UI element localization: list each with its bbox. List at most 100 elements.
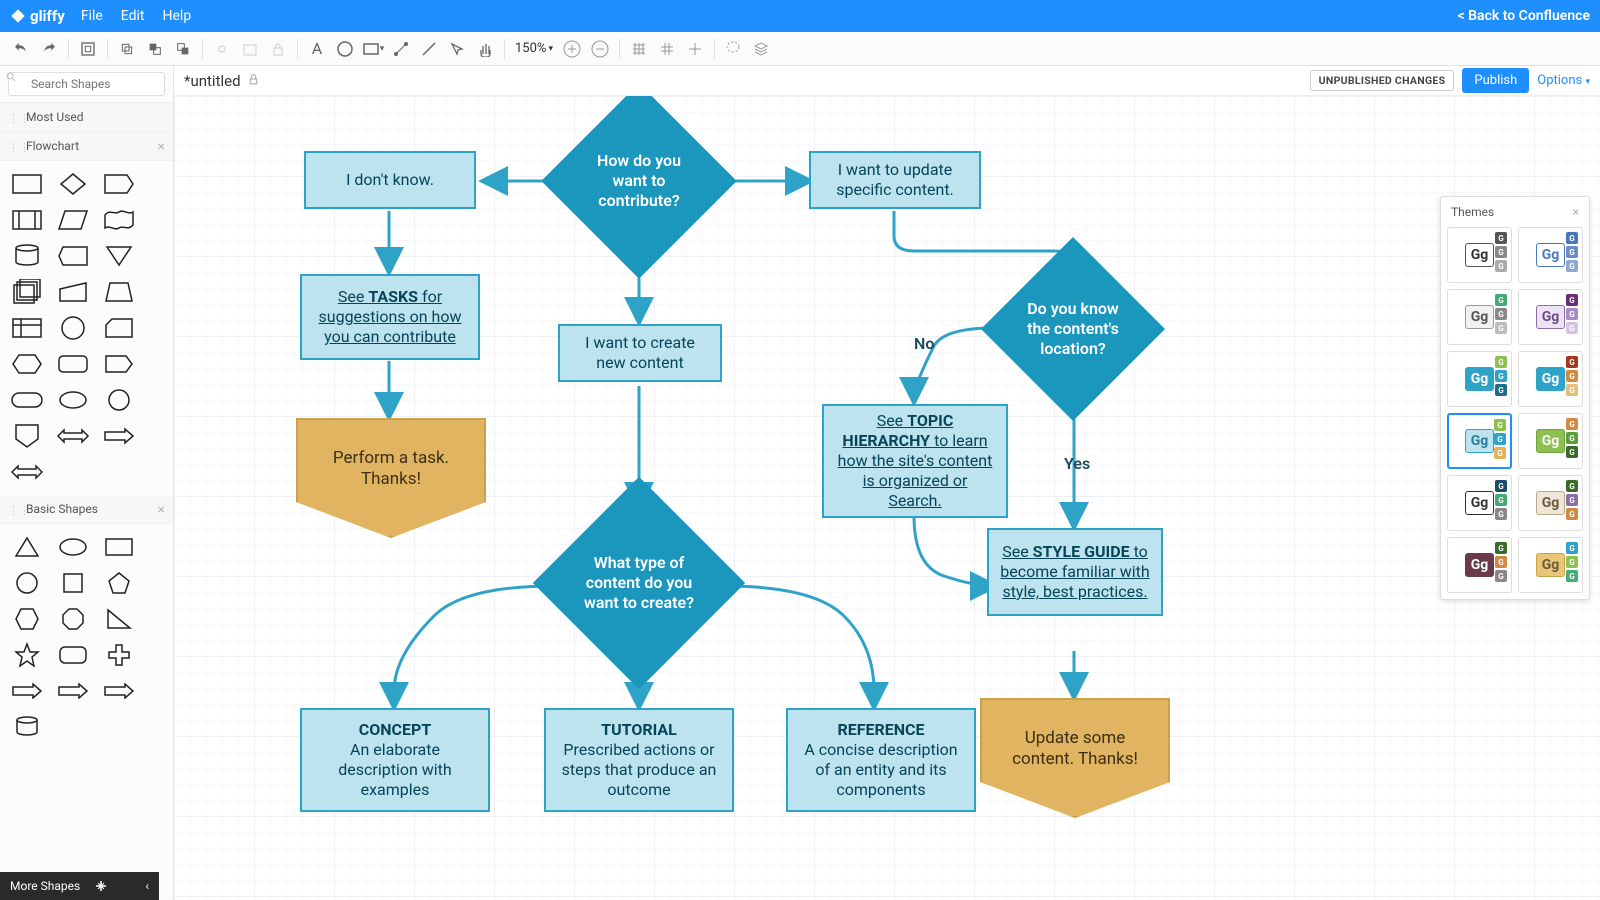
shape-arrow-lr2[interactable] <box>6 457 48 487</box>
more-shapes-button[interactable]: More Shapes ‹ <box>0 872 159 900</box>
shape-oval[interactable] <box>52 385 94 415</box>
close-icon[interactable]: × <box>158 502 165 518</box>
menu-file[interactable]: File <box>81 8 103 24</box>
shape-subproc[interactable] <box>6 205 48 235</box>
rect-tool[interactable]: ▾ <box>360 36 386 62</box>
shape-docs[interactable] <box>6 277 48 307</box>
section-most-used[interactable]: ⋮⋮Most Used <box>0 103 173 132</box>
canvas[interactable]: How do you want to contribute? I don't k… <box>174 96 1600 900</box>
undo-button[interactable] <box>8 36 34 62</box>
theme-swatch-2[interactable]: GgGGG <box>1447 289 1512 345</box>
node-dont-know[interactable]: I don't know. <box>304 151 476 209</box>
section-flowchart[interactable]: ⋮⋮Flowchart× <box>0 132 173 161</box>
shape-terminator[interactable] <box>6 385 48 415</box>
node-update-specific[interactable]: I want to update specific content. <box>809 151 981 209</box>
shape-octagon[interactable] <box>52 604 94 634</box>
grid-large-button[interactable] <box>654 36 680 62</box>
theme-swatch-6[interactable]: GgGGG <box>1447 413 1512 469</box>
shape-pentagon[interactable] <box>98 568 140 598</box>
node-concept[interactable]: CONCEPTAn elaborate description with exa… <box>300 708 490 812</box>
shape-cylinder[interactable] <box>6 241 48 271</box>
shape-triangle-down[interactable] <box>98 241 140 271</box>
shape-rect2[interactable] <box>98 532 140 562</box>
section-basic[interactable]: ⋮⋮Basic Shapes× <box>0 495 173 524</box>
shape-search-input[interactable] <box>8 72 165 96</box>
shape-arrow-r3[interactable] <box>52 676 94 706</box>
shape-square[interactable] <box>52 568 94 598</box>
zoom-out-button[interactable] <box>587 36 613 62</box>
theme-swatch-0[interactable]: GgGGG <box>1447 227 1512 283</box>
theme-swatch-5[interactable]: GgGGG <box>1518 351 1583 407</box>
shape-manual[interactable] <box>52 277 94 307</box>
menu-edit[interactable]: Edit <box>121 8 145 24</box>
node-topic-hierarchy[interactable]: See TOPIC HIERARCHY to learn how the sit… <box>822 404 1008 518</box>
fit-button[interactable] <box>75 36 101 62</box>
front-button[interactable] <box>142 36 168 62</box>
shape-pentagon-r[interactable] <box>98 349 140 379</box>
node-tasks[interactable]: See TASKS for suggestions on how you can… <box>300 274 480 360</box>
shape-arrow-r4[interactable] <box>98 676 140 706</box>
shape-internal[interactable] <box>6 313 48 343</box>
pointer-tool[interactable] <box>444 36 470 62</box>
back-to-confluence-link[interactable]: < Back to Confluence <box>1458 8 1590 24</box>
close-icon[interactable]: × <box>1573 205 1579 219</box>
node-style-guide[interactable]: See STYLE GUIDE to become familiar with … <box>987 528 1163 616</box>
shape-diamond[interactable] <box>52 169 94 199</box>
shape-wave[interactable] <box>98 205 140 235</box>
theme-swatch-3[interactable]: GgGGG <box>1518 289 1583 345</box>
zoom-in-button[interactable] <box>559 36 585 62</box>
theme-swatch-4[interactable]: GgGGG <box>1447 351 1512 407</box>
doc-title[interactable]: *untitled <box>184 72 241 90</box>
shape-rect[interactable] <box>6 169 48 199</box>
shape-plus[interactable] <box>98 640 140 670</box>
theme-swatch-10[interactable]: GgGGG <box>1447 537 1512 593</box>
shape-offpage[interactable] <box>6 421 48 451</box>
shape-circle[interactable] <box>52 313 94 343</box>
decision-contribute[interactable]: How do you want to contribute? <box>541 96 736 279</box>
options-button[interactable]: Options ▾ <box>1537 73 1590 88</box>
shape-circle2[interactable] <box>98 385 140 415</box>
shape-hexagon2[interactable] <box>6 604 48 634</box>
publish-button[interactable]: Publish <box>1462 68 1529 93</box>
node-update-content[interactable]: Update some content. Thanks! <box>980 698 1170 818</box>
theme-swatch-7[interactable]: GgGGG <box>1518 413 1583 469</box>
shape-right-tri[interactable] <box>98 604 140 634</box>
hand-tool[interactable] <box>472 36 498 62</box>
shape-roundrect[interactable] <box>52 349 94 379</box>
node-tutorial[interactable]: TUTORIALPrescribed actions or steps that… <box>544 708 734 812</box>
shape-arrow-r[interactable] <box>98 421 140 451</box>
theme-swatch-1[interactable]: GgGGG <box>1518 227 1583 283</box>
shape-display[interactable] <box>52 241 94 271</box>
line-tool[interactable] <box>416 36 442 62</box>
app-logo[interactable]: gliffy <box>10 7 65 25</box>
lasso-button[interactable] <box>721 36 747 62</box>
redo-button[interactable] <box>36 36 62 62</box>
layers-button[interactable] <box>749 36 775 62</box>
shape-hexagon[interactable] <box>6 349 48 379</box>
node-create-content[interactable]: I want to create new content <box>558 324 722 382</box>
shape-ellipse[interactable] <box>52 532 94 562</box>
theme-swatch-8[interactable]: GgGGG <box>1447 475 1512 531</box>
shape-tag[interactable] <box>98 169 140 199</box>
shape-roundrect2[interactable] <box>52 640 94 670</box>
copy-button[interactable] <box>114 36 140 62</box>
shape-cyl2[interactable] <box>6 712 48 742</box>
theme-swatch-11[interactable]: GgGGG <box>1518 537 1583 593</box>
node-perform-task[interactable]: Perform a task. Thanks! <box>296 418 486 538</box>
decision-content-type[interactable]: What type of content do you want to crea… <box>533 477 745 689</box>
grid-small-button[interactable] <box>626 36 652 62</box>
text-tool[interactable]: A <box>304 36 330 62</box>
shape-parallelogram[interactable] <box>52 205 94 235</box>
shape-arrow-r2[interactable] <box>6 676 48 706</box>
shape-trapezoid[interactable] <box>98 277 140 307</box>
shape-card[interactable] <box>98 313 140 343</box>
shape-circle3[interactable] <box>6 568 48 598</box>
circle-tool[interactable] <box>332 36 358 62</box>
close-icon[interactable]: × <box>158 139 165 155</box>
decision-location[interactable]: Do you know the content's location? <box>981 237 1165 421</box>
shape-arrow-lr[interactable] <box>52 421 94 451</box>
shape-triangle[interactable] <box>6 532 48 562</box>
theme-swatch-9[interactable]: GgGGG <box>1518 475 1583 531</box>
back-button[interactable] <box>170 36 196 62</box>
snap-button[interactable] <box>682 36 708 62</box>
